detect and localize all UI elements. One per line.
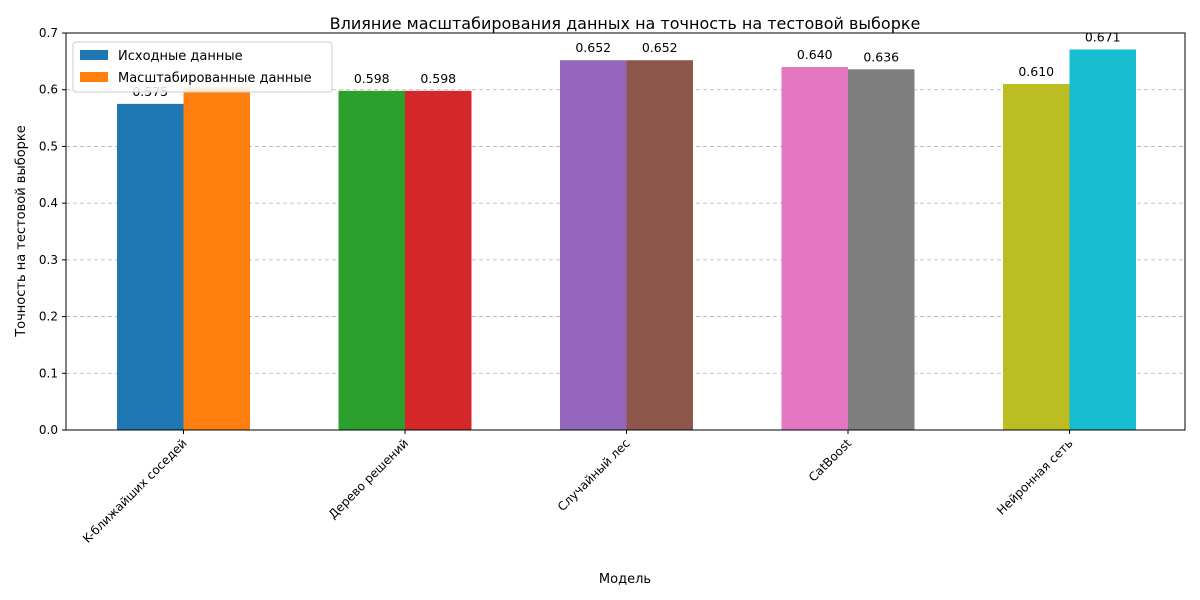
bar-value-label: 0.636 xyxy=(863,49,899,64)
x-tick-label: Дерево решений xyxy=(326,436,411,521)
y-tick-label: 0.5 xyxy=(39,139,58,153)
x-tick-label: Случайный лес xyxy=(555,436,633,514)
bars xyxy=(117,49,1136,431)
bar xyxy=(1069,49,1136,430)
bar xyxy=(781,67,848,431)
y-tick-label: 0.7 xyxy=(39,26,58,40)
y-tick-label: 0.3 xyxy=(39,253,58,267)
y-tick-label: 0.1 xyxy=(39,366,58,380)
x-tick-label: Нейронная сеть xyxy=(994,436,1076,518)
bar-value-label: 0.610 xyxy=(1018,64,1054,79)
bar-value-label: 0.640 xyxy=(797,47,833,62)
bar xyxy=(117,103,184,431)
legend-label-original: Исходные данные xyxy=(118,49,243,64)
x-tick-label: K-ближайших соседей xyxy=(80,436,190,546)
bar xyxy=(626,60,693,430)
y-tick-label: 0.4 xyxy=(39,196,58,210)
legend-box xyxy=(72,41,333,93)
bar xyxy=(183,87,250,431)
bar xyxy=(560,60,627,430)
legend: Исходные данные Масштабированные данные xyxy=(72,41,333,93)
grid-lines xyxy=(66,89,1185,374)
bar-value-label: 0.671 xyxy=(1085,29,1121,44)
bar xyxy=(1003,84,1070,431)
x-axis-label: Модель xyxy=(599,572,651,587)
bar-value-label: 0.598 xyxy=(420,71,456,86)
legend-swatch-scaled xyxy=(80,72,108,82)
bar xyxy=(338,90,405,430)
x-tick-label: CatBoost xyxy=(806,436,855,485)
y-axis-label: Точность на тестовой выборке xyxy=(14,125,29,338)
chart-title: Влияние масштабирования данных на точнос… xyxy=(330,14,921,33)
y-axis: 0.0 0.1 0.2 0.3 0.4 0.5 0.6 0.7 xyxy=(39,26,66,437)
y-tick-label: 0.2 xyxy=(39,310,58,324)
legend-label-scaled: Масштабированные данные xyxy=(118,71,312,86)
bar-value-label: 0.652 xyxy=(642,40,678,55)
legend-swatch-original xyxy=(80,50,108,60)
bar xyxy=(405,90,472,430)
bar-value-label: 0.652 xyxy=(575,40,611,55)
y-tick-label: 0.0 xyxy=(39,423,58,437)
bar-value-label: 0.598 xyxy=(354,71,390,86)
plot-frame xyxy=(65,32,1186,431)
x-axis: K-ближайших соседей Дерево решений Случайн… xyxy=(80,430,1076,546)
bar xyxy=(848,69,915,430)
y-tick-label: 0.6 xyxy=(39,83,58,97)
